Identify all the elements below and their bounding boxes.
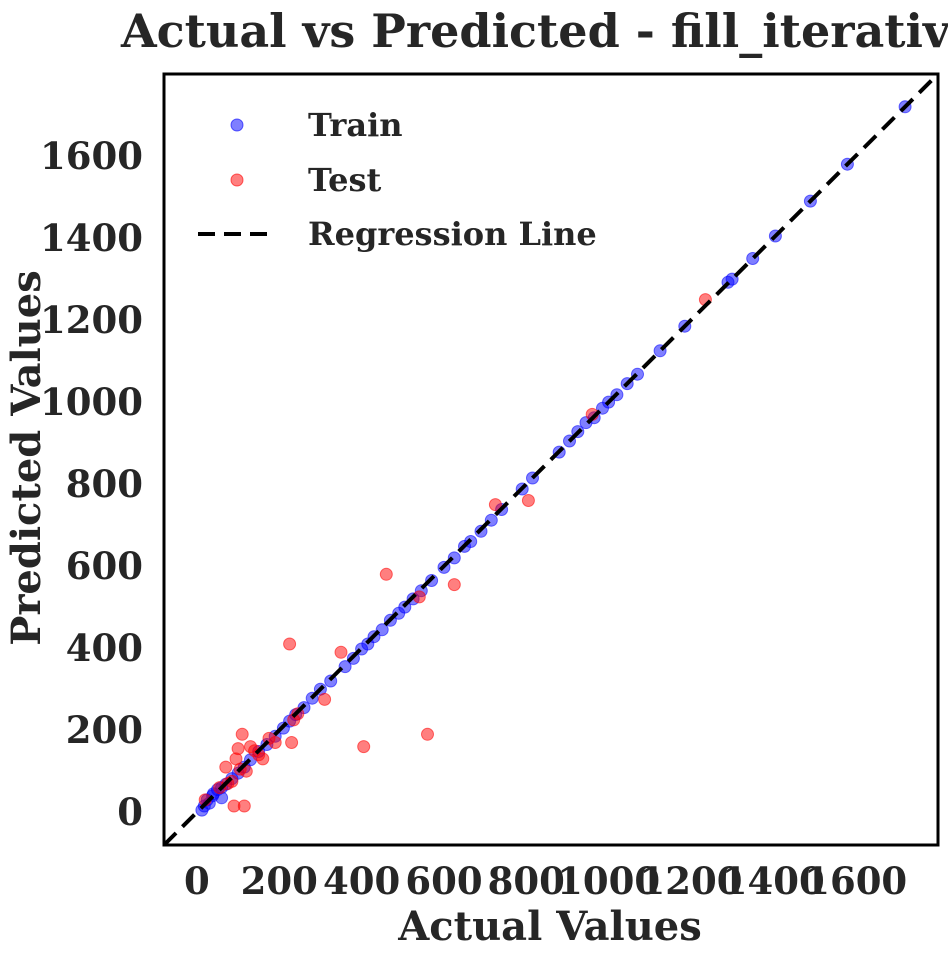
test-point [237,799,251,813]
legend-label-train: Train [308,106,403,144]
x-tick-label: 1400 [722,859,825,903]
legend-marker-train [230,118,244,132]
y-tick-label: 600 [66,544,143,588]
test-point [488,498,502,512]
chart-title: Actual vs Predicted - fill_iterative [120,4,948,58]
y-tick-label: 1600 [40,134,143,178]
legend: Train Test Regression Line [198,106,597,253]
legend-marker-test [230,173,244,187]
legend-label-test: Test [308,161,382,199]
y-axis-label: Predicted Values [3,270,50,645]
test-point [318,692,332,706]
test-point [219,760,233,774]
test-point [283,637,297,651]
test-point [334,645,348,659]
regression-line [162,72,940,847]
test-point [447,578,461,592]
plot-area [162,72,940,847]
x-axis-label: Actual Values [397,903,702,950]
test-point [379,567,393,581]
x-tick-label: 1000 [557,859,660,903]
y-tick-label: 1000 [40,380,143,424]
x-tick-label: 600 [405,859,482,903]
test-point [256,752,270,766]
legend-label-regression: Regression Line [308,215,597,253]
y-tick-label: 0 [117,790,143,834]
x-tick-label: 800 [488,859,565,903]
y-ticks: 0 200 400 600 800 1000 1200 1400 1600 [40,134,143,834]
test-point [268,736,282,749]
test-point [421,727,434,741]
plot-frame [162,72,940,847]
test-point [235,727,249,741]
test-point [285,736,299,749]
x-tick-label: 400 [323,859,400,903]
x-tick-label: 0 [184,859,210,903]
test-point [357,740,371,754]
x-tick-label: 1200 [640,859,743,903]
y-tick-label: 1400 [40,216,143,260]
y-tick-label: 400 [66,626,143,670]
x-tick-label: 1600 [804,859,907,903]
y-tick-label: 200 [66,708,143,752]
test-point [231,742,245,756]
y-tick-label: 1200 [40,298,143,342]
y-tick-label: 800 [66,462,143,506]
test-point [521,494,535,507]
x-tick-label: 200 [241,859,318,903]
